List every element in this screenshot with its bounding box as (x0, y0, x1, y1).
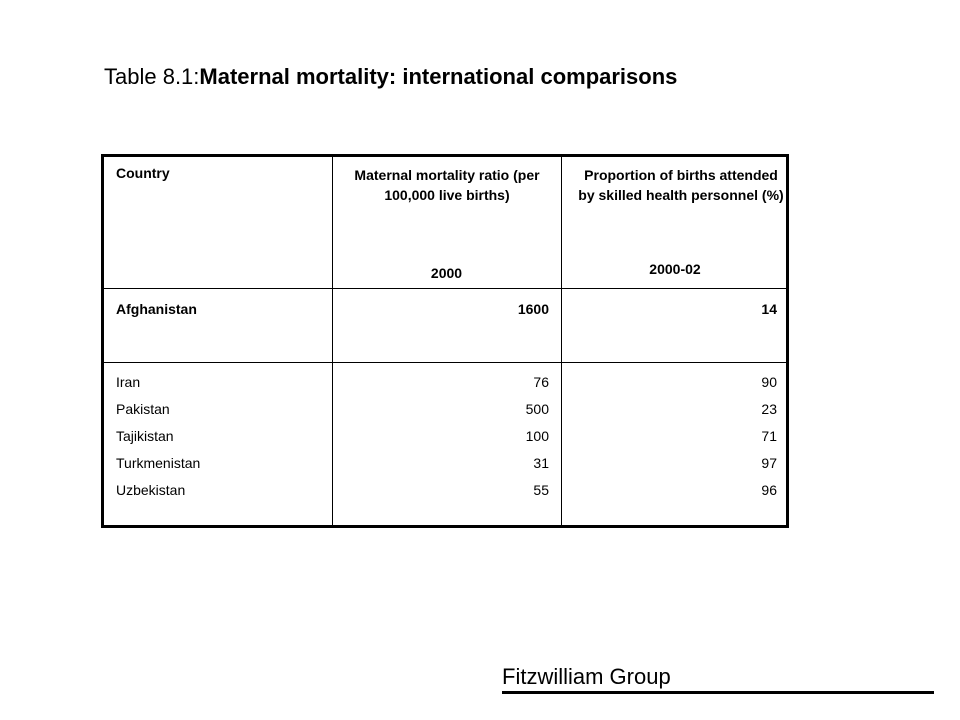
table-row-mmr: 55 (533, 482, 549, 498)
header-skilled-year: 2000-02 (649, 261, 701, 277)
column-divider-2 (561, 157, 562, 525)
table-row-country: Tajikistan (116, 428, 174, 444)
maternal-mortality-table: Country Maternal mortality ratio (per 10… (101, 154, 789, 528)
highlight-row-skilled: 14 (761, 301, 777, 317)
table-row-skilled: 90 (761, 374, 777, 390)
highlight-row-divider (104, 362, 786, 363)
header-country: Country (116, 165, 170, 181)
table-title: Table 8.1:Maternal mortality: internatio… (104, 64, 677, 90)
table-row-country: Turkmenistan (116, 455, 201, 471)
table-row-mmr: 100 (525, 428, 549, 444)
footer-label: Fitzwilliam Group (502, 664, 671, 689)
header-divider (104, 288, 786, 289)
table-row-skilled: 71 (761, 428, 777, 444)
table-row-skilled: 23 (761, 401, 777, 417)
skilled-column: 90 23 71 97 96 (574, 369, 777, 504)
table-row-country: Iran (116, 374, 141, 390)
country-column: Iran Pakistan Tajikistan Turkmenistan Uz… (116, 369, 326, 504)
table-title-main: Maternal mortality: international compar… (199, 64, 678, 89)
highlight-row-country: Afghanistan (116, 301, 197, 317)
table-row-mmr: 500 (525, 401, 549, 417)
header-mmr: Maternal mortality ratio (per 100,000 li… (354, 167, 540, 203)
table-row-country: Pakistan (116, 401, 170, 417)
table-row-country: Uzbekistan (116, 482, 186, 498)
column-divider-1 (332, 157, 333, 525)
table-title-prefix: Table 8.1: (104, 64, 200, 89)
highlight-row-mmr: 1600 (517, 301, 549, 317)
table-row-skilled: 97 (761, 455, 777, 471)
mmr-column: 76 500 100 31 55 (344, 369, 549, 504)
header-skilled: Proportion of births attended by skilled… (578, 167, 784, 203)
table-row-mmr: 31 (533, 455, 549, 471)
header-mmr-year: 2000 (430, 265, 463, 281)
table-row-skilled: 96 (761, 482, 777, 498)
table-row-mmr: 76 (533, 374, 549, 390)
footer-rule (502, 691, 934, 694)
